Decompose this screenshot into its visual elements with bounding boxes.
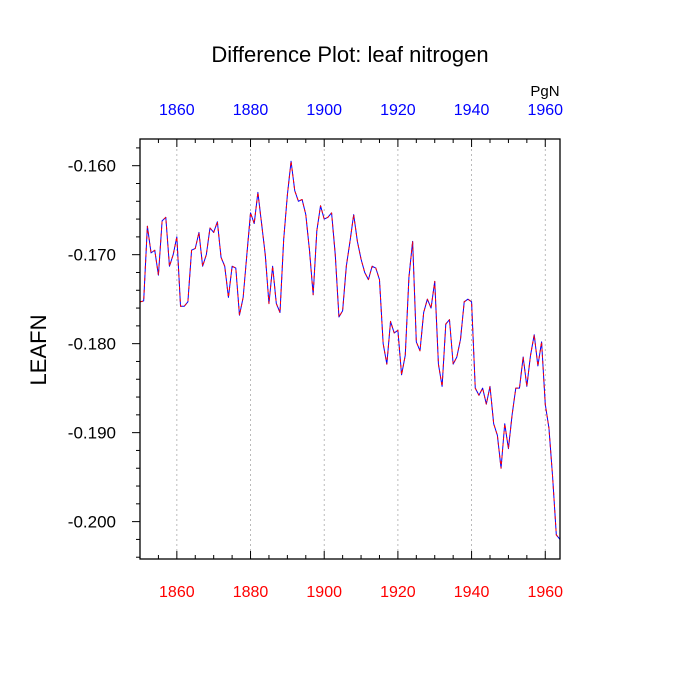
y-tick-label: -0.170 xyxy=(68,246,116,265)
x-tick-label-bottom: 1960 xyxy=(527,584,563,601)
x-grid xyxy=(176,139,546,559)
axes: 1860 1860 1880 1880 1900 1900 1920 1920 1940 1940… xyxy=(68,102,563,601)
x-tick-label-top: 1860 xyxy=(159,102,195,119)
series-line-solid xyxy=(139,160,561,540)
x-tick-label-bottom: 1940 xyxy=(454,584,490,601)
x-tick-label-top: 1940 xyxy=(454,102,490,119)
line-series xyxy=(139,160,561,540)
chart-title: Difference Plot: leaf nitrogen xyxy=(211,42,488,67)
x-tick-label-top: 1880 xyxy=(233,102,269,119)
x-tick-label-bottom: 1880 xyxy=(233,584,269,601)
y-tick-label: -0.200 xyxy=(68,513,116,532)
y-tick-label: -0.180 xyxy=(68,335,116,354)
series-line-dashed xyxy=(139,160,561,540)
y-tick-label: -0.160 xyxy=(68,157,116,176)
x-tick-label-bottom: 1860 xyxy=(159,584,195,601)
x-tick-label-bottom: 1920 xyxy=(380,584,416,601)
units-label: PgN xyxy=(530,83,559,100)
x-tick-label-top: 1900 xyxy=(306,102,342,119)
x-tick-label-top: 1920 xyxy=(380,102,416,119)
x-tick-label-top: 1960 xyxy=(527,102,563,119)
y-tick-label: -0.190 xyxy=(68,424,116,443)
plot-frame xyxy=(139,138,561,560)
x-tick-label-bottom: 1900 xyxy=(306,584,342,601)
y-axis-label: LEAFN xyxy=(26,315,51,386)
